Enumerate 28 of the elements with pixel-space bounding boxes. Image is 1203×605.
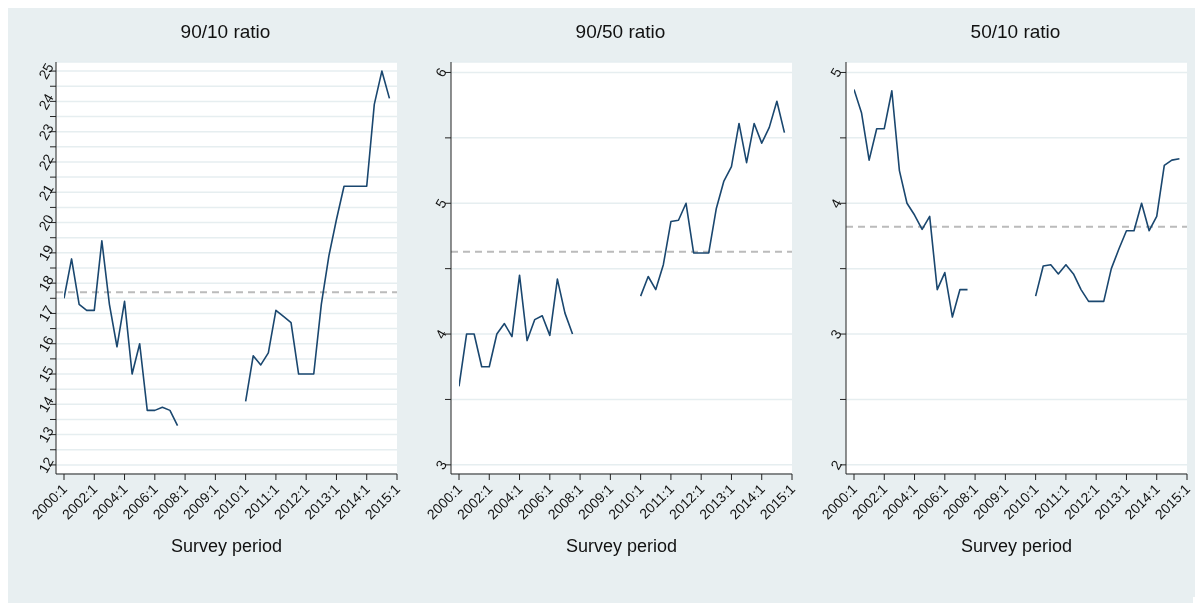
y-tick-label: 3 xyxy=(432,457,450,473)
y-tick-label: 15 xyxy=(35,363,57,385)
y-tick-label: 6 xyxy=(432,64,450,80)
x-axis-title: Survey period xyxy=(565,536,678,556)
y-tick-label: 13 xyxy=(35,423,57,446)
y-tick-label: 20 xyxy=(35,211,57,234)
y-tick-label: 17 xyxy=(35,302,57,325)
y-tick-label: 4 xyxy=(827,195,845,211)
y-tick-label: 2 xyxy=(827,457,845,473)
y-tick-label: 5 xyxy=(827,64,845,80)
x-axis-title: Survey period xyxy=(170,536,283,556)
x-axis-title: Survey period xyxy=(960,536,1073,556)
y-tick-label: 18 xyxy=(35,272,57,294)
y-tick-label: 22 xyxy=(35,151,57,173)
y-tick-label: 14 xyxy=(35,393,57,416)
y-tick-label: 21 xyxy=(35,181,57,204)
y-tick-label: 16 xyxy=(35,332,57,355)
y-tick-label: 3 xyxy=(827,326,845,342)
y-tick-label: 19 xyxy=(35,241,57,264)
chart-title: 90/50 ratio xyxy=(574,20,667,44)
y-tick-label: 5 xyxy=(432,195,450,211)
chart-title: 90/10 ratio xyxy=(179,20,272,44)
chart-title: 50/10 ratio xyxy=(969,20,1062,44)
y-tick-label: 24 xyxy=(35,90,57,113)
y-tick-label: 4 xyxy=(432,326,450,342)
y-tick-label: 23 xyxy=(35,120,57,143)
y-tick-label: 25 xyxy=(35,60,57,82)
y-tick-label: 12 xyxy=(35,453,57,476)
